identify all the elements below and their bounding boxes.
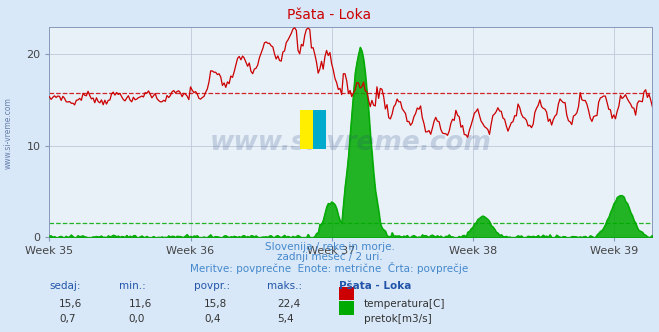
Text: temperatura[C]: temperatura[C]: [364, 299, 445, 309]
Text: 15,6: 15,6: [59, 299, 82, 309]
Text: pretok[m3/s]: pretok[m3/s]: [364, 314, 432, 324]
Text: 22,4: 22,4: [277, 299, 300, 309]
Text: Slovenija / reke in morje.: Slovenija / reke in morje.: [264, 242, 395, 252]
Text: 0,0: 0,0: [129, 314, 145, 324]
Text: Pšata - Loka: Pšata - Loka: [339, 281, 412, 290]
Text: 5,4: 5,4: [277, 314, 293, 324]
Text: povpr.:: povpr.:: [194, 281, 231, 290]
Text: www.si-vreme.com: www.si-vreme.com: [210, 129, 492, 155]
Text: 0,4: 0,4: [204, 314, 221, 324]
Text: 0,7: 0,7: [59, 314, 76, 324]
Text: Meritve: povprečne  Enote: metrične  Črta: povprečje: Meritve: povprečne Enote: metrične Črta:…: [190, 262, 469, 274]
Text: 15,8: 15,8: [204, 299, 227, 309]
Text: sedaj:: sedaj:: [49, 281, 81, 290]
Text: 11,6: 11,6: [129, 299, 152, 309]
Text: Pšata - Loka: Pšata - Loka: [287, 8, 372, 22]
Text: www.si-vreme.com: www.si-vreme.com: [3, 97, 13, 169]
Text: maks.:: maks.:: [267, 281, 302, 290]
Text: min.:: min.:: [119, 281, 146, 290]
Text: zadnji mesec / 2 uri.: zadnji mesec / 2 uri.: [277, 252, 382, 262]
